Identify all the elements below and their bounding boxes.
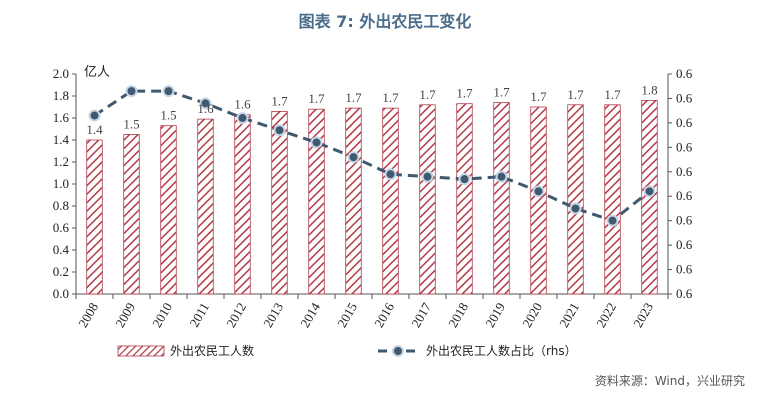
line-point: [199, 97, 212, 110]
right-axis-tick-label: 0.6: [676, 237, 693, 252]
bar: [530, 106, 547, 295]
line-point: [347, 151, 360, 164]
right-axis-tick-label: 0.6: [676, 90, 693, 105]
bar: [123, 134, 140, 295]
right-axis-tick-label: 0.6: [676, 286, 693, 301]
left-axis-tick-label: 1.8: [53, 88, 69, 103]
line-point: [125, 85, 138, 98]
legend-bar-label: 外出农民工人数: [170, 343, 254, 358]
left-axis-tick-label: 2.0: [53, 66, 69, 81]
line-series-path: [93, 89, 651, 223]
x-axis-category-label: 2009: [112, 300, 138, 330]
bar-data-label: 1.5: [123, 117, 139, 132]
bar: [382, 107, 399, 295]
bar: [308, 108, 325, 295]
line-point: [643, 185, 656, 198]
line-point: [88, 109, 101, 122]
bar-data-label: 1.6: [234, 97, 251, 112]
left-axis-tick-label: 0.2: [53, 264, 69, 279]
bar-data-label: 1.8: [641, 82, 657, 97]
bar: [271, 111, 288, 295]
line-point: [458, 173, 471, 186]
line-point: [310, 136, 323, 149]
x-axis-category-label: 2011: [186, 300, 212, 330]
left-axis-tick-label: 0.8: [53, 198, 69, 213]
bar-data-label: 1.6: [197, 101, 214, 116]
line-point: [606, 214, 619, 227]
x-axis-category-label: 2022: [593, 300, 619, 330]
x-axis-category-label: 2021: [556, 300, 582, 330]
plot-area: 0.0 0.2 0.4 0.6 0.8 1.0 1.2 1.4 1.6 1.8 2.0 0.6 0.6 0…: [53, 66, 693, 330]
right-axis-tick-label: 0.6: [676, 213, 693, 228]
bar: [197, 118, 214, 295]
legend-bar-swatch: [117, 345, 165, 357]
left-axis-tick-label: 1.0: [53, 176, 69, 191]
left-axis-tick-label: 1.2: [53, 154, 69, 169]
x-axis-category-label: 2012: [223, 300, 249, 330]
x-axis-category-label: 2014: [297, 300, 323, 330]
bar-data-label: 1.7: [271, 93, 288, 108]
line-point: [162, 85, 175, 98]
x-axis-category-label: 2008: [75, 300, 101, 330]
bar-data-label: 1.5: [160, 108, 176, 123]
bar: [604, 104, 621, 295]
bar-data-label: 1.7: [382, 90, 399, 105]
bar-data-label: 1.7: [345, 90, 362, 105]
left-axis-tick-label: 0.0: [53, 286, 69, 301]
x-axis-category-label: 2010: [149, 300, 175, 330]
x-axis-category-label: 2018: [445, 300, 471, 330]
bar-data-label: 1.7: [456, 86, 473, 101]
line-point: [421, 170, 434, 183]
bar: [567, 104, 584, 295]
bar-data-label: 1.7: [308, 91, 325, 106]
right-axis-tick-label: 0.6: [676, 188, 693, 203]
left-axis-unit: 亿人: [84, 65, 110, 80]
legend: 外出农民工人数 外出农民工人数占比（rhs）: [117, 343, 577, 358]
line-point: [569, 202, 582, 215]
bar-data-label: 1.7: [493, 85, 510, 100]
bar-data-label: 1.7: [567, 87, 584, 102]
line-point: [495, 170, 508, 183]
bar: [419, 104, 436, 295]
bar-data-label: 1.7: [604, 87, 621, 102]
line-point: [532, 185, 545, 198]
x-axis-category-label: 2016: [371, 300, 397, 330]
right-axis-tick-label: 0.6: [676, 66, 693, 81]
line-point: [384, 168, 397, 181]
chart-title: 图表 7: 外出农民工变化: [299, 12, 472, 31]
x-axis-category-label: 2013: [260, 300, 286, 330]
bar: [493, 102, 510, 295]
right-axis-tick-label: 0.6: [676, 262, 693, 277]
x-axis-category-label: 2019: [482, 300, 508, 330]
bar: [86, 139, 103, 295]
x-axis-category-label: 2017: [408, 300, 434, 330]
right-axis-tick-label: 0.6: [676, 164, 693, 179]
bar-data-label: 1.7: [419, 87, 436, 102]
x-axis-category-label: 2023: [630, 300, 656, 330]
line-point: [236, 112, 249, 124]
left-axis-tick-label: 0.4: [53, 242, 70, 257]
left-axis-tick-label: 0.6: [53, 220, 70, 235]
x-axis-category-label: 2020: [519, 300, 545, 330]
bar: [234, 114, 251, 295]
bar-data-label: 1.4: [86, 122, 103, 137]
bar: [160, 125, 177, 295]
bar: [345, 107, 362, 295]
bar-data-label: 1.7: [530, 89, 547, 104]
left-axis-tick-label: 1.4: [53, 132, 70, 147]
line-point: [273, 124, 286, 137]
x-axis-category-label: 2015: [334, 300, 360, 330]
right-axis-tick-label: 0.6: [676, 115, 693, 130]
left-axis-tick-label: 1.6: [53, 110, 70, 125]
legend-line-label: 外出农民工人数占比（rhs）: [426, 343, 577, 358]
bar: [456, 103, 473, 295]
right-axis-tick-label: 0.6: [676, 139, 693, 154]
source-note: 资料来源：Wind，兴业研究: [595, 373, 745, 388]
legend-line-marker: [392, 345, 404, 357]
